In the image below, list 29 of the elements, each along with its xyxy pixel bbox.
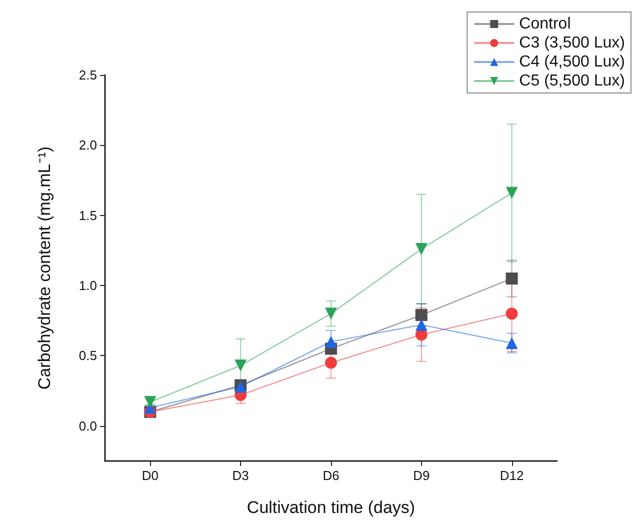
point (506, 337, 518, 350)
y-tick-label: 2.0 (78, 138, 97, 153)
point (415, 318, 428, 331)
legend-label: C5 (5,500 Lux) (519, 72, 626, 90)
legend-label: Control (519, 16, 571, 32)
x-tick-label: D3 (232, 468, 249, 483)
point (325, 336, 337, 348)
x-axis-title: Cultivation time (days) (246, 498, 416, 517)
y-axis-title: Carbohydrate content (mg.mL⁻¹) (35, 146, 54, 390)
point (506, 186, 518, 199)
point (144, 396, 156, 408)
point (415, 309, 428, 322)
x-tick-label: D9 (413, 468, 430, 483)
x-tick-label: D6 (322, 468, 340, 483)
y-tick-label: 1.5 (78, 208, 97, 223)
y-tick-label: 0.5 (78, 348, 97, 364)
y-tick-label: 0.0 (78, 418, 97, 434)
x-tick-label: D0 (142, 468, 159, 483)
point (506, 308, 518, 320)
legend-label: C3 (3,500 Lux) (519, 34, 626, 52)
point (415, 243, 428, 256)
x-tick-label: D12 (500, 468, 524, 483)
point (325, 308, 337, 320)
y-tick-label: 1.0 (78, 278, 97, 294)
point (234, 360, 247, 372)
point (506, 272, 518, 285)
point (325, 356, 337, 369)
legend-label: C4 (4,500 Lux) (519, 54, 626, 70)
y-tick-label: 2.5 (78, 68, 97, 82)
